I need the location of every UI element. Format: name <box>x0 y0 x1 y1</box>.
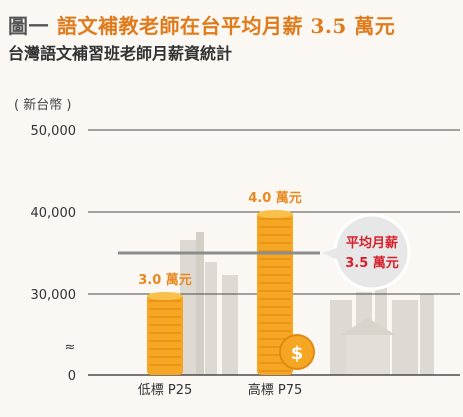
y-tick-label-1: 40,000 <box>31 206 77 221</box>
y-tick-label-0: 50,000 <box>31 124 77 139</box>
skyline-temple-roof <box>340 318 396 335</box>
skyline-building-6 <box>392 300 418 375</box>
axis-break-icon: ≈ <box>65 340 76 355</box>
category-label-0: 低標 P25 <box>138 383 193 398</box>
skyline-building-0 <box>180 240 198 375</box>
skyline-temple <box>346 335 390 375</box>
bar-0-top-coin <box>147 292 183 300</box>
category-label-1: 高標 P75 <box>248 382 303 398</box>
skyline-building-2 <box>222 275 238 375</box>
title-text: 語文補教老師在台平均月薪 3.5 萬元 <box>57 14 396 38</box>
coin-icon <box>279 334 315 370</box>
bar-0 <box>147 294 183 375</box>
y-tick-label-3: 0 <box>68 369 76 384</box>
figure-number: 圖一 <box>8 14 49 38</box>
skyline-building-7 <box>420 294 434 375</box>
bar-1-top-coin <box>257 210 293 218</box>
coin-dollar-glyph: $ <box>291 343 304 364</box>
chart-title: 圖一 語文補教老師在台平均月薪 3.5 萬元 <box>8 10 395 39</box>
average-callout-pointer <box>322 248 338 260</box>
chart-subtitle: 台灣語文補習班老師月薪資統計 <box>8 44 233 63</box>
average-callout-bubble <box>333 213 411 291</box>
skyline-building-1 <box>205 262 217 375</box>
bar-value-label-0: 3.0 萬元 <box>138 272 192 288</box>
skyline-tower-101 <box>196 232 204 375</box>
y-tick-label-2: 30,000 <box>31 288 77 303</box>
average-label-line1: 平均月薪 <box>346 235 398 251</box>
y-axis-unit-label: ( 新台幣 ) <box>14 98 72 113</box>
average-label-line2: 3.5 萬元 <box>345 255 399 271</box>
bar-value-label-1: 4.0 萬元 <box>248 190 302 206</box>
